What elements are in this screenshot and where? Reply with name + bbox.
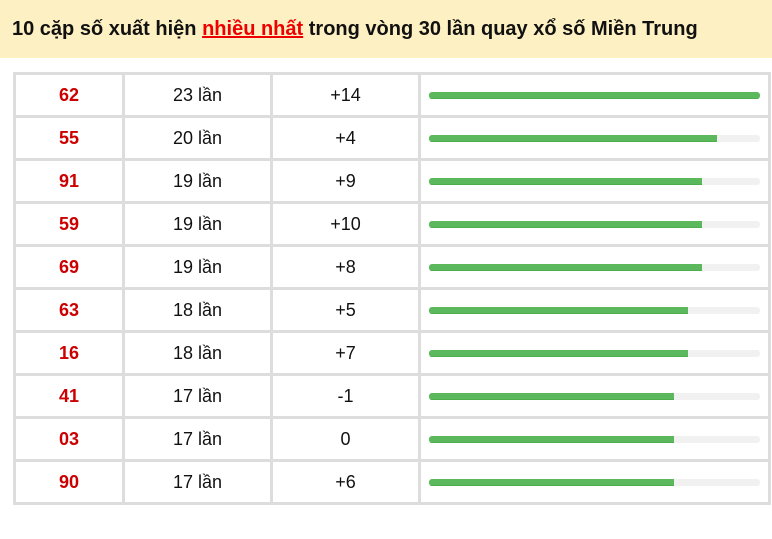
progress-cell [418,459,771,505]
pair-number: 69 [13,244,125,290]
table-row: 41 17 lần -1 [13,373,771,419]
progress-bar [429,478,760,486]
progress-cell [418,373,771,419]
progress-fill [429,478,674,486]
pair-number: 62 [13,72,125,118]
change-value: +8 [270,244,421,290]
progress-fill [429,349,689,357]
table-row: 16 18 lần +7 [13,330,771,376]
progress-cell [418,287,771,333]
occurrence-count: 19 lần [122,244,273,290]
page-header: 10 cặp số xuất hiện nhiều nhất trong vòn… [0,0,772,58]
table-row: 03 17 lần 0 [13,416,771,462]
table-row: 63 18 lần +5 [13,287,771,333]
table-row: 59 19 lần +10 [13,201,771,247]
change-value: +7 [270,330,421,376]
change-value: +9 [270,158,421,204]
table-row: 90 17 lần +6 [13,459,771,505]
occurrence-count: 17 lần [122,459,273,505]
pair-number: 16 [13,330,125,376]
progress-cell [418,158,771,204]
progress-fill [429,91,760,99]
progress-bar [429,220,760,228]
change-value: +10 [270,201,421,247]
pair-number: 91 [13,158,125,204]
occurrence-count: 23 lần [122,72,273,118]
progress-cell [418,201,771,247]
progress-cell [418,244,771,290]
pair-number: 63 [13,287,125,333]
progress-bar [429,306,760,314]
change-value: -1 [270,373,421,419]
occurrence-count: 18 lần [122,330,273,376]
table-row: 55 20 lần +4 [13,115,771,161]
change-value: +5 [270,287,421,333]
progress-fill [429,306,689,314]
table-row: 91 19 lần +9 [13,158,771,204]
table-row: 62 23 lần +14 [13,72,771,118]
pair-number: 55 [13,115,125,161]
progress-fill [429,177,703,185]
occurrence-count: 19 lần [122,201,273,247]
pair-number: 41 [13,373,125,419]
change-value: +14 [270,72,421,118]
progress-cell [418,72,771,118]
progress-bar [429,349,760,357]
change-value: +6 [270,459,421,505]
table-row: 69 19 lần +8 [13,244,771,290]
progress-cell [418,416,771,462]
progress-fill [429,263,703,271]
page-title: 10 cặp số xuất hiện nhiều nhất trong vòn… [12,18,698,41]
progress-fill [429,220,703,228]
title-suffix: trong vòng 30 lần quay xổ số Miền Trung [303,17,698,40]
progress-bar [429,177,760,185]
title-highlight-link[interactable]: nhiều nhất [202,17,304,40]
progress-bar [429,91,760,99]
progress-fill [429,134,717,142]
progress-cell [418,330,771,376]
pair-number: 90 [13,459,125,505]
change-value: 0 [270,416,421,462]
pair-number: 59 [13,201,125,247]
occurrence-count: 17 lần [122,416,273,462]
frequency-table: 62 23 lần +14 55 20 lần +4 91 19 lần +9 59 19 lần +… [13,72,771,505]
title-prefix: 10 cặp số xuất hiện [12,17,203,40]
change-value: +4 [270,115,421,161]
occurrence-count: 19 lần [122,158,273,204]
progress-fill [429,392,674,400]
progress-bar [429,134,760,142]
progress-cell [418,115,771,161]
occurrence-count: 18 lần [122,287,273,333]
pair-number: 03 [13,416,125,462]
occurrence-count: 17 lần [122,373,273,419]
progress-fill [429,435,674,443]
progress-bar [429,263,760,271]
progress-bar [429,435,760,443]
occurrence-count: 20 lần [122,115,273,161]
progress-bar [429,392,760,400]
